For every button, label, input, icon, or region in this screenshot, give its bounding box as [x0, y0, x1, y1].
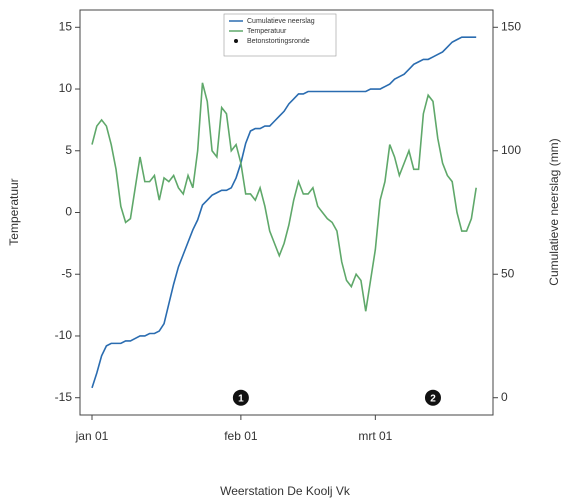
y-axis-title: Temperatuur	[7, 178, 21, 245]
y2-tick-label: 0	[501, 390, 508, 404]
x-tick-label: feb 01	[224, 429, 258, 443]
annotation-marker	[424, 389, 441, 406]
annotation-label: 2	[430, 393, 436, 404]
legend-swatch	[234, 39, 238, 43]
y2-tick-label: 150	[501, 19, 521, 33]
y-tick-label: -15	[55, 390, 73, 404]
legend-label: Betonstortingsronde	[247, 38, 310, 45]
y2-tick-label: 50	[501, 266, 515, 280]
series-line	[91, 36, 477, 389]
annotation-marker	[232, 389, 249, 406]
y-tick-label: -5	[61, 266, 72, 280]
x-tick-label: mrt 01	[358, 429, 392, 443]
plot-frame	[79, 9, 494, 416]
x-tick-label: jan 01	[75, 429, 109, 443]
annotation-label: 1	[238, 393, 244, 404]
series-line	[91, 82, 477, 312]
y-tick-label: 0	[65, 205, 72, 219]
y2-tick-label: 100	[501, 143, 521, 157]
x-axis-title: Weerstation De Koolj Vk	[220, 484, 351, 498]
y-tick-label: 10	[59, 81, 73, 95]
legend-label: Temperatuur	[247, 28, 287, 35]
y2-axis-title: Cumulatieve neerslag (mm)	[547, 138, 561, 285]
y-tick-label: 5	[65, 143, 72, 157]
y-tick-label: -10	[55, 328, 73, 342]
legend-label: Cumulatieve neerslag	[247, 18, 315, 25]
y-tick-label: 15	[59, 19, 73, 33]
